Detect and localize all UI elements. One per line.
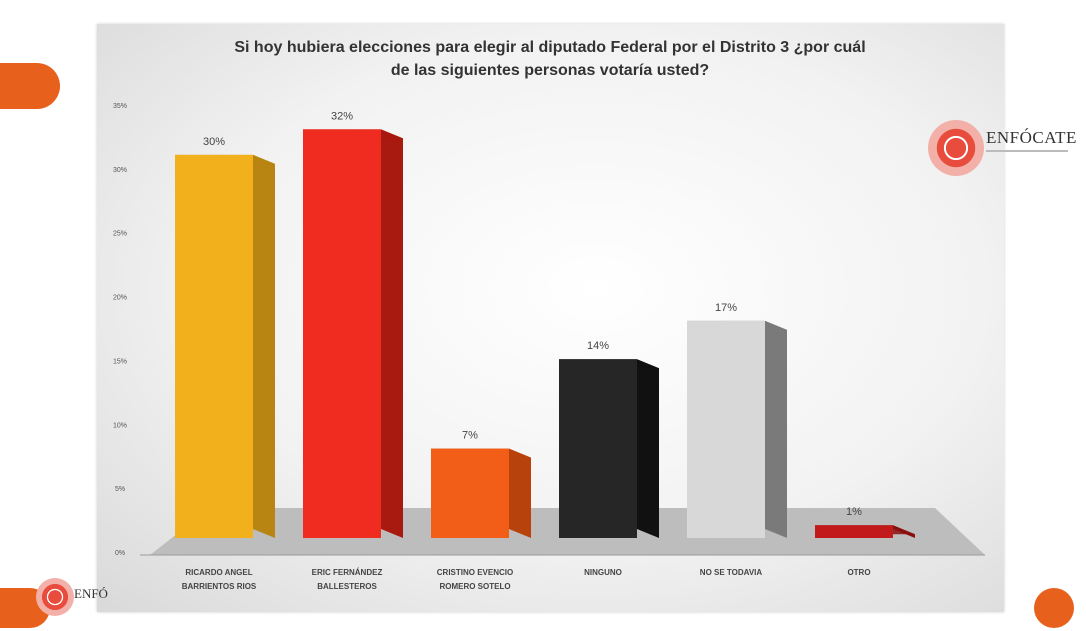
category-label: BALLESTEROS	[317, 582, 377, 591]
data-label: 14%	[587, 340, 609, 352]
bar-side	[381, 129, 403, 539]
y-tick-label: 10%	[113, 422, 127, 429]
logo-text: ENFÓCATE	[986, 128, 1077, 147]
category-label: ROMERO SOTELO	[439, 582, 510, 591]
data-label: 30%	[203, 136, 225, 148]
decorative-orange-circle	[1034, 588, 1074, 628]
category-label: BARRIENTOS RIOS	[182, 582, 257, 591]
logo-text-partial: ENFÓ	[74, 586, 108, 601]
bar	[431, 448, 509, 538]
category-label: NINGUNO	[584, 568, 622, 577]
bar-side	[637, 359, 659, 538]
logo-globe-icon	[36, 578, 74, 616]
logo-globe-icon	[928, 120, 984, 176]
bar	[559, 359, 637, 538]
logo-tagline-line	[986, 150, 1068, 152]
category-label: RICARDO ANGEL	[185, 568, 252, 577]
y-tick-label: 5%	[115, 486, 125, 493]
chart-title-line-2: de las siguientes personas votaría usted…	[390, 62, 710, 79]
enfocate-logo-partial: ENFÓ	[36, 578, 108, 618]
data-label: 17%	[715, 302, 737, 314]
data-label: 32%	[331, 110, 353, 122]
bar-side	[509, 448, 531, 538]
bar-side	[765, 320, 787, 538]
data-label: 1%	[846, 506, 862, 518]
category-label: OTRO	[847, 568, 870, 577]
chart-title-line-1: Si hoy hubiera elecciones para elegir al…	[234, 39, 866, 56]
y-tick-label: 0%	[115, 550, 125, 557]
bar	[175, 154, 253, 538]
category-label: NO SE TODAVIA	[700, 568, 763, 577]
category-label: CRISTINO EVENCIO	[437, 568, 513, 577]
bar	[687, 320, 765, 538]
data-label: 7%	[462, 430, 478, 442]
y-tick-label: 30%	[113, 167, 127, 174]
y-tick-label: 25%	[113, 231, 127, 238]
enfocate-logo: ENFÓCATE	[928, 120, 1078, 180]
y-tick-label: 20%	[113, 295, 127, 302]
bar	[815, 525, 893, 538]
chart-title: Si hoy hubiera elecciones para elegir al…	[120, 36, 980, 82]
decorative-orange-tab-top	[0, 63, 60, 109]
bar-side	[253, 154, 275, 538]
y-tick-label: 15%	[113, 358, 127, 365]
category-label: ERIC FERNÁNDEZ	[312, 568, 383, 577]
y-tick-label: 35%	[113, 103, 127, 110]
bar	[303, 129, 381, 539]
